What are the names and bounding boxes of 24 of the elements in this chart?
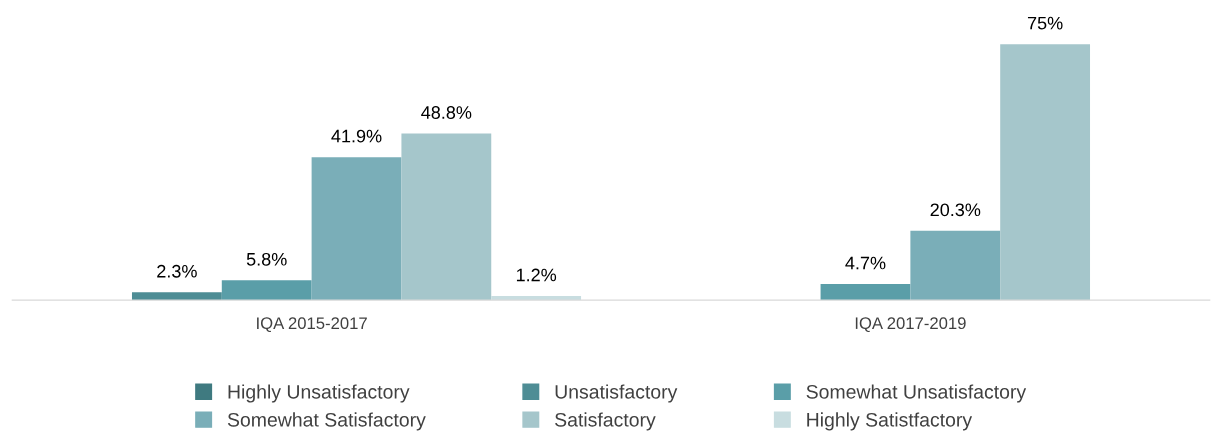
legend-label: Satisfactory bbox=[555, 412, 656, 431]
bar bbox=[491, 296, 582, 301]
legend-label: Unsatisfactory bbox=[555, 384, 678, 403]
data-label: 2.3% bbox=[157, 264, 197, 278]
data-label: 75% bbox=[1027, 16, 1063, 30]
legend-label: Somewhat Unsatisfactory bbox=[806, 384, 1027, 403]
bar bbox=[221, 280, 312, 301]
legend-label: Somewhat Satisfactory bbox=[227, 412, 426, 431]
bar bbox=[820, 284, 911, 301]
x-tick-label: IQA 2017-2019 bbox=[855, 317, 966, 333]
bar bbox=[131, 292, 222, 301]
bar bbox=[910, 230, 1001, 301]
bar bbox=[1000, 44, 1091, 301]
bar bbox=[311, 157, 402, 301]
data-label: 1.2% bbox=[516, 268, 557, 282]
data-label: 20.3% bbox=[930, 203, 981, 217]
bar bbox=[401, 133, 492, 301]
data-label: 41.9% bbox=[331, 129, 382, 143]
data-label: 4.7% bbox=[845, 256, 886, 270]
legend-label: Highly Unsatisfactory bbox=[228, 384, 410, 403]
data-label: 48.8% bbox=[421, 106, 472, 119]
legend-label: Highly Satistfactory bbox=[807, 412, 973, 431]
data-label: 5.8% bbox=[246, 252, 287, 266]
x-tick-label: IQA 2015-2017 bbox=[257, 317, 367, 333]
